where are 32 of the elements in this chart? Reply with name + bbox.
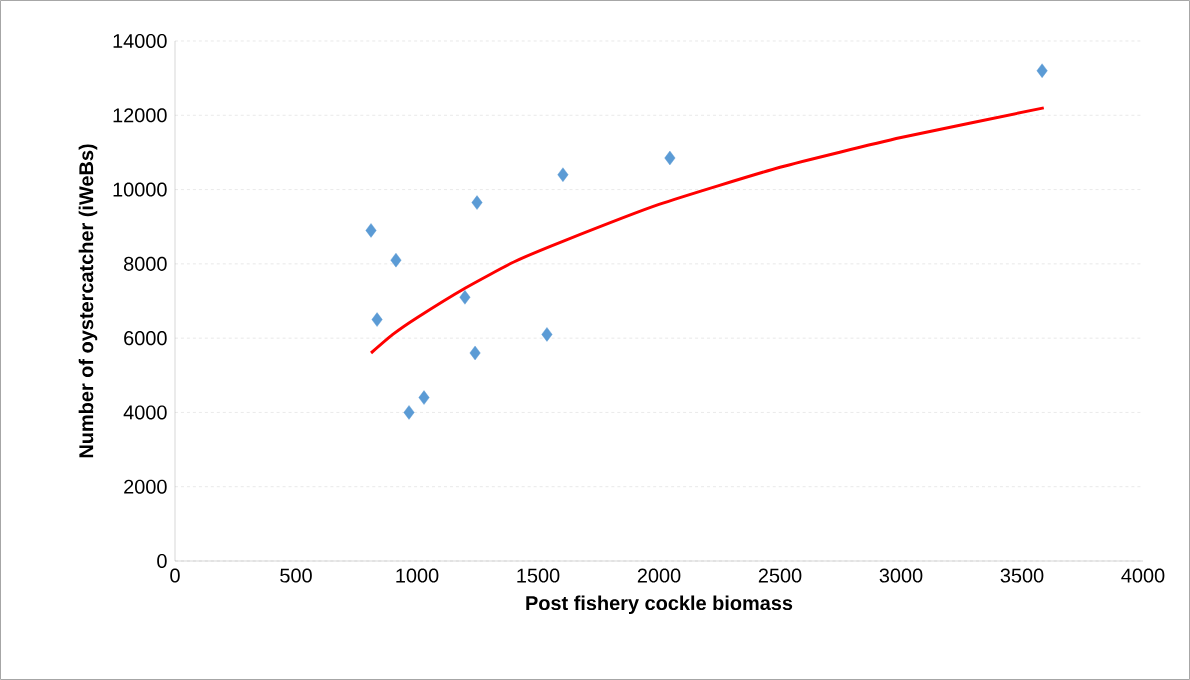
point [469, 345, 481, 361]
x-tick-label: 2000 [637, 568, 681, 583]
x-tick-label: 4000 [1121, 568, 1165, 583]
point [418, 390, 430, 405]
y-tick-label: 10000 [113, 182, 167, 197]
x-tick-label: 3000 [879, 568, 923, 583]
point [471, 195, 483, 210]
point [459, 290, 471, 305]
x-tick-label: 3500 [1000, 568, 1044, 583]
point [403, 405, 415, 420]
x-tick-label: 0 [170, 568, 180, 583]
point [365, 223, 377, 238]
y-tick-label: 14000 [113, 33, 167, 49]
x-tick-label: 1000 [396, 568, 439, 583]
y-tick-label: 12000 [113, 108, 167, 123]
point [390, 252, 402, 268]
y-tick-label: 2000 [124, 479, 167, 494]
point [1036, 63, 1048, 78]
point [371, 312, 383, 327]
y-axis-title: Number of oystercatcher (iWeBs) [78, 144, 98, 458]
y-tick-label: 6000 [124, 331, 167, 346]
y-tick-label: 8000 [124, 256, 167, 271]
x-tick-label: 1500 [517, 568, 560, 583]
x-tick-label: 500 [280, 568, 312, 583]
point [541, 327, 553, 342]
point [664, 150, 676, 166]
line-series [369, 106, 1046, 355]
x-tick-label: 2500 [758, 568, 802, 583]
y-tick-label: 0 [157, 553, 167, 569]
y-tick-label: 4000 [123, 405, 167, 420]
x-axis-title: Post fishery cockle biomass [526, 595, 793, 615]
point [557, 167, 569, 182]
